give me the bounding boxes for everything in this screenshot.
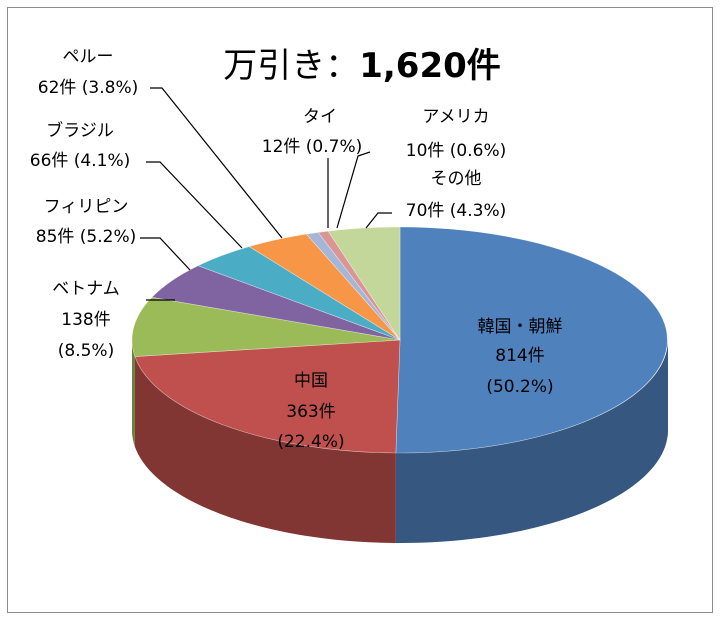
label-other-count: 70件 (4.3%)	[406, 201, 507, 221]
pie-side-shade-vietnam	[132, 340, 135, 447]
pie-side-walls	[132, 340, 668, 543]
pie-side-shade-china	[134, 356, 396, 543]
leader-line-philippines	[140, 237, 191, 271]
pie-side-korea	[395, 340, 668, 543]
chart-title: 万引き：1,620件	[223, 46, 501, 86]
label-brazil-name: ブラジル	[46, 120, 114, 141]
label-america-name: アメリカ	[422, 107, 489, 127]
label-philippines-name: フィリピン	[44, 197, 129, 217]
pie-side-shade-korea	[395, 340, 668, 543]
pie-slice-korea	[395, 226, 668, 454]
label-china-count: 363件	[286, 402, 335, 422]
slice-labels: 韓国・朝鮮 814件 (50.2%) 中国 363件 (22.4%) ベトナム …	[30, 47, 563, 452]
leader-line-brazil	[146, 161, 243, 249]
chart-title-prefix: 万引き	[223, 46, 325, 86]
leader-line-america	[336, 151, 371, 229]
pie-side-vietnam	[132, 340, 135, 447]
label-korea-pct: (50.2%)	[486, 377, 553, 397]
label-america-count: 10件 (0.6%)	[406, 141, 507, 161]
label-peru-count: 62件 (3.8%)	[38, 78, 139, 98]
label-philippines-count: 85件 (5.2%)	[36, 227, 137, 247]
chart-title-separator: ：	[325, 46, 359, 86]
label-vietnam-pct: (8.5%)	[58, 341, 114, 361]
label-vietnam-name: ベトナム	[52, 279, 120, 299]
leader-line-peru	[150, 87, 283, 239]
leader-line-other	[365, 212, 392, 229]
label-brazil-count: 66件 (4.1%)	[30, 151, 131, 171]
pie-side-china	[134, 356, 396, 543]
label-vietnam-count: 138件	[61, 310, 110, 330]
leader-lines	[140, 87, 392, 301]
label-thai-count: 12件 (0.7%)	[262, 137, 363, 157]
label-korea-name: 韓国・朝鮮	[478, 317, 563, 337]
chart-title-value: 1,620件	[359, 46, 501, 86]
label-korea-count: 814件	[495, 346, 544, 366]
pie-top-faces	[131, 226, 668, 454]
label-peru-name: ペルー	[63, 47, 114, 67]
label-china-pct: (22.4%)	[277, 432, 344, 452]
pie-slice-china	[134, 339, 401, 454]
label-china-name: 中国	[294, 371, 328, 391]
label-other-name: その他	[431, 169, 482, 189]
label-thai-name: タイ	[303, 107, 337, 127]
pie-slice-other	[327, 226, 401, 341]
